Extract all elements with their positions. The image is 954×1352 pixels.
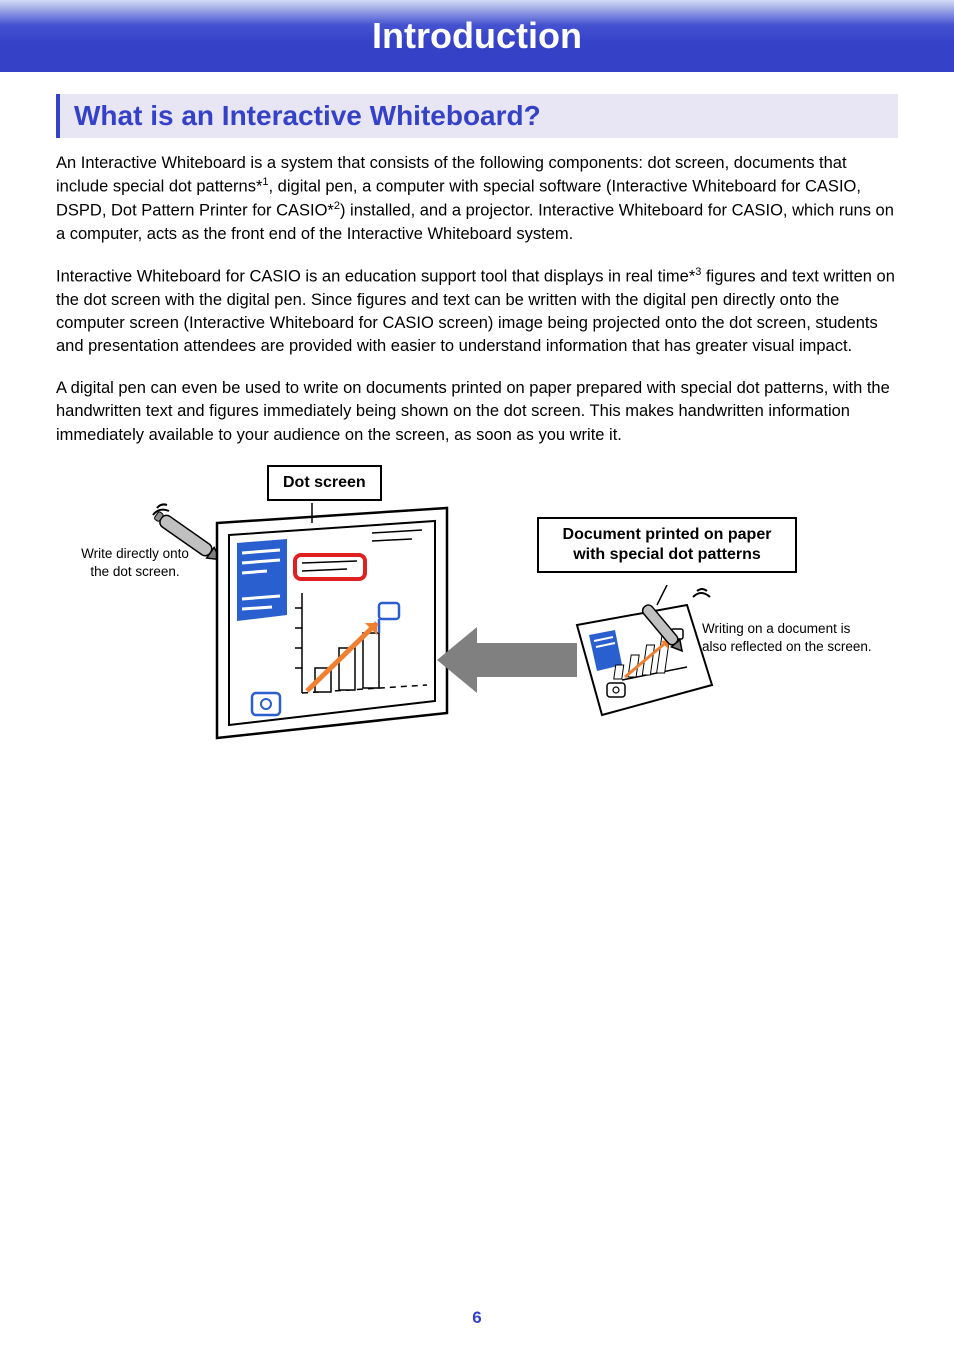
paragraph-2: Interactive Whiteboard for CASIO is an e… — [56, 265, 898, 359]
right-caption: Writing on a document is also reflected … — [702, 620, 872, 655]
dot-screen-illustration — [147, 493, 462, 753]
diagram: Dot screen Document printed on paper wit… — [57, 465, 897, 785]
page-banner: Introduction — [0, 0, 954, 72]
document-label: Document printed on paper with special d… — [537, 517, 797, 573]
para2-a: Interactive Whiteboard for CASIO is an e… — [56, 267, 695, 285]
paragraph-3: A digital pen can even be used to write … — [56, 377, 898, 447]
content-area: What is an Interactive Whiteboard? An In… — [0, 72, 954, 785]
banner-title: Introduction — [372, 15, 582, 57]
section-heading: What is an Interactive Whiteboard? — [56, 94, 898, 138]
gray-arrow-icon — [437, 625, 577, 695]
page-number: 6 — [0, 1308, 954, 1328]
document-illustration — [567, 585, 727, 725]
paragraph-1: An Interactive Whiteboard is a system th… — [56, 152, 898, 247]
doc-label-line1: Document printed on paper — [563, 526, 772, 543]
doc-label-line2: with special dot patterns — [573, 546, 761, 563]
